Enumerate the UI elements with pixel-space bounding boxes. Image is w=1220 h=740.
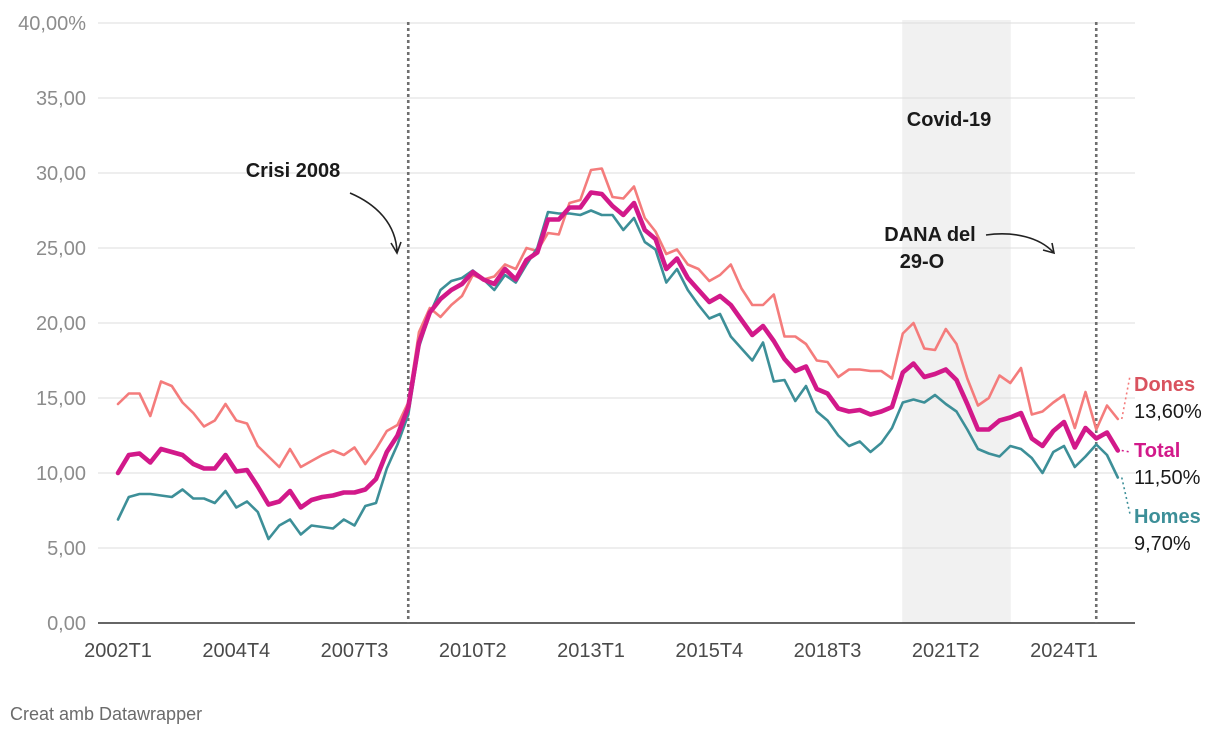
- y-tick-label: 35,00: [36, 88, 86, 110]
- connector-homes: [1120, 477, 1131, 515]
- annotation-dana-arrowhead: [1042, 242, 1056, 255]
- annotation-crisi-arrow: [349, 192, 398, 253]
- series-line-dones: [116, 167, 1120, 469]
- x-tick-label: 2015T4: [675, 640, 743, 662]
- connector-dones: [1120, 375, 1131, 420]
- annotation-crisi-2008: Crisi 2008: [246, 160, 341, 182]
- annotation-dana-line2: 29-O: [900, 251, 944, 273]
- label-dones-name: Dones: [1134, 374, 1195, 396]
- connector-total: [1121, 449, 1131, 453]
- covid-shaded-band: [902, 20, 1011, 623]
- label-dones-value: 13,60%: [1134, 401, 1202, 423]
- annotation-dana-line1: DANA del: [884, 224, 975, 246]
- series-line-homes: [116, 209, 1120, 541]
- label-homes-name: Homes: [1134, 506, 1201, 528]
- credit-text: Creat amb Datawrapper: [10, 704, 203, 724]
- x-tick-label: 2010T2: [439, 640, 507, 662]
- y-tick-label: 15,00: [36, 388, 86, 410]
- annotation-dana-arrow: [985, 233, 1054, 253]
- x-tick-label: 2013T1: [557, 640, 625, 662]
- y-tick-label: 30,00: [36, 163, 86, 185]
- y-tick-label: 25,00: [36, 238, 86, 260]
- annotation-covid-19: Covid-19: [907, 109, 991, 131]
- line-chart: 0,00 5,00 10,00 15,00 20,00 25,00 30,00 35,00 40…: [18, 13, 1202, 662]
- y-tick-label: 20,00: [36, 313, 86, 335]
- y-tick-label: 40,00%: [18, 13, 86, 35]
- y-tick-label: 0,00: [47, 613, 86, 635]
- y-tick-label: 10,00: [36, 463, 86, 485]
- label-homes-value: 9,70%: [1134, 533, 1191, 555]
- annotation-crisi-arrowhead: [390, 241, 402, 255]
- x-tick-label: 2018T3: [794, 640, 862, 662]
- x-tick-label: 2007T3: [321, 640, 389, 662]
- x-tick-label: 2021T2: [912, 640, 980, 662]
- x-tick-label: 2024T1: [1030, 640, 1098, 662]
- x-tick-label: 2002T1: [84, 640, 152, 662]
- x-tick-label: 2004T4: [202, 640, 270, 662]
- label-total-value: 11,50%: [1134, 467, 1201, 489]
- series-line-total: [115, 190, 1121, 510]
- label-total-name: Total: [1134, 440, 1180, 462]
- y-tick-label: 5,00: [47, 538, 86, 560]
